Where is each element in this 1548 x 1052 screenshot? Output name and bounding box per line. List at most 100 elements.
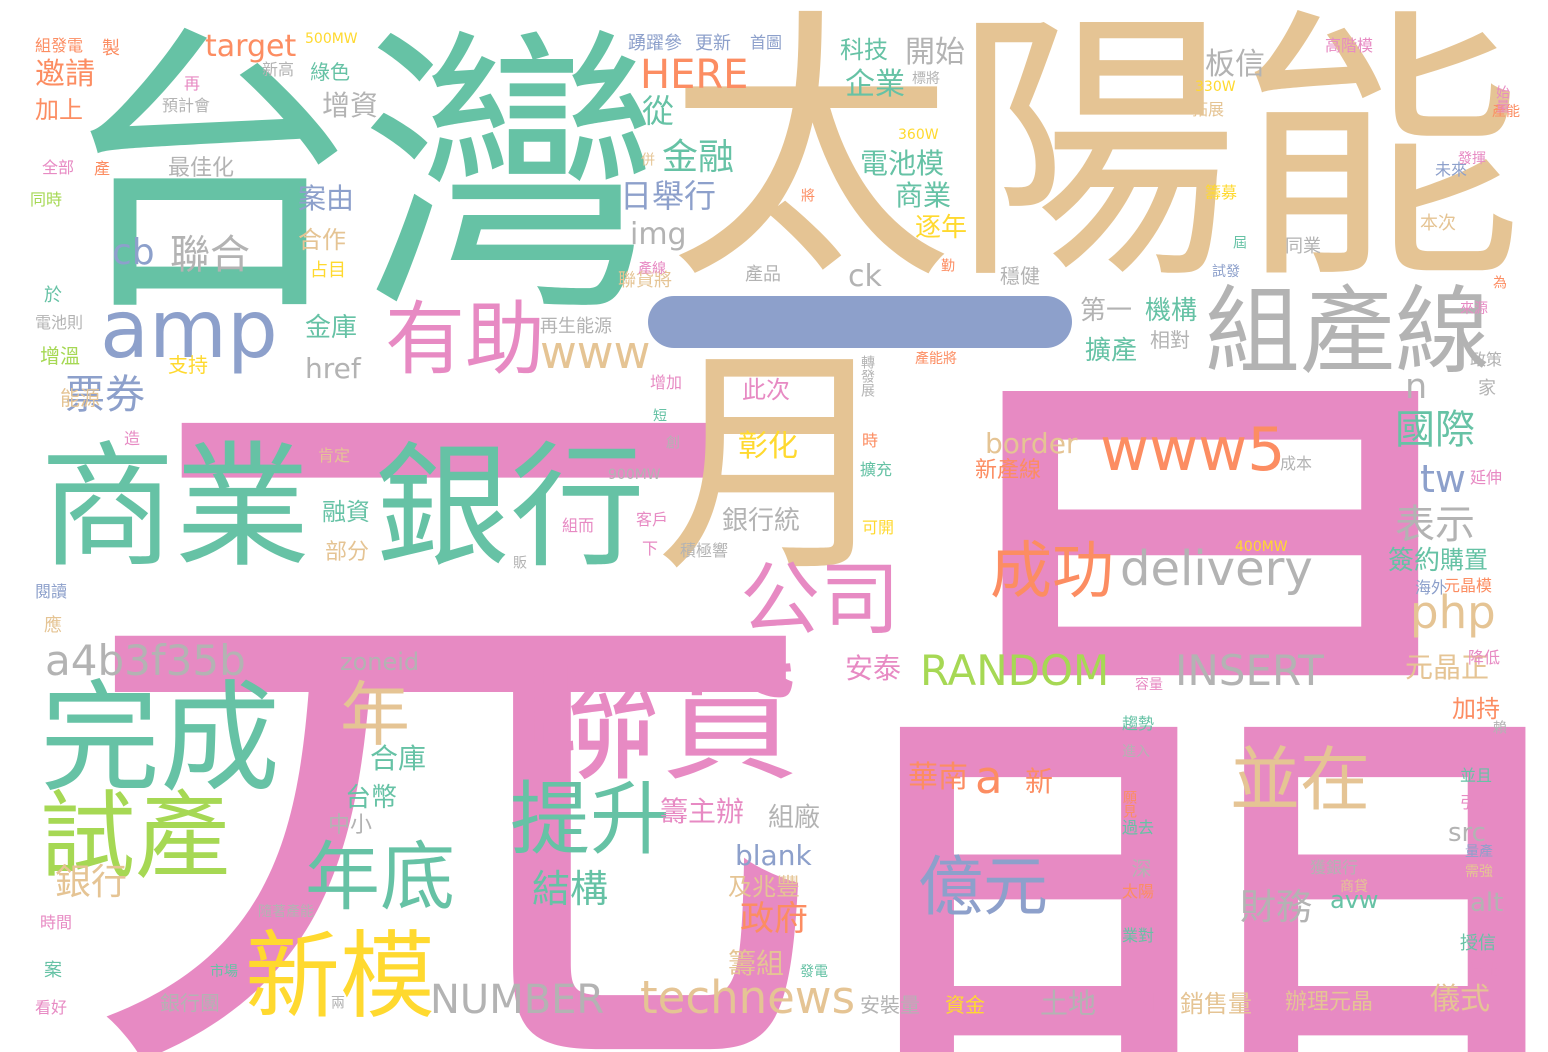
cloud-word-29: HERE — [640, 52, 749, 98]
cloud-word-138: 海外 — [1415, 578, 1448, 597]
cloud-word-134: 擴充 — [860, 460, 893, 479]
cloud-word-160: 未來 — [1435, 160, 1468, 179]
cloud-word-11: 公司 — [740, 553, 900, 646]
cloud-vword-13: 創 — [664, 435, 680, 449]
cloud-word-139: 降低 — [1468, 648, 1501, 667]
cloud-word-154: 閱讀 — [35, 582, 68, 601]
cloud-word-140: 容量 — [1135, 677, 1163, 693]
cloud-word-14: 提升 — [510, 773, 670, 866]
cloud-word-55: 銀行 — [55, 862, 128, 903]
cloud-vword-20: 願見 — [1121, 790, 1137, 818]
cloud-word-76: 購置 — [1440, 546, 1488, 574]
cloud-word-153: 需強 — [1465, 864, 1493, 880]
cloud-vword-3: 案 — [41, 960, 62, 978]
cloud-word-127: 同時 — [30, 190, 63, 209]
cloud-word-144: 太陽 — [1122, 882, 1155, 901]
cloud-word-129: 肯定 — [318, 446, 351, 465]
cloud-word-39: 國際 — [1395, 407, 1475, 453]
cloud-word-137: 延伸 — [1470, 468, 1503, 487]
cloud-word-41: 表示 — [1395, 502, 1475, 548]
cloud-vword-0: 於 — [41, 285, 62, 303]
cloud-word-56: 籌主辦 — [660, 795, 745, 828]
cloud-vword-11: 屆 — [1231, 235, 1247, 249]
cloud-word-57: 組廠 — [768, 803, 821, 833]
cloud-word-159: 發電 — [800, 964, 828, 980]
cloud-word-125: 預計會 — [162, 96, 211, 115]
cloud-word-70: 內 — [1125, 982, 1158, 1020]
cloud-word-78: 元晶正 — [1405, 651, 1490, 684]
cloud-word-73: 安裝量 — [860, 993, 920, 1017]
cloud-word-164: 來源 — [1460, 301, 1488, 317]
cloud-word-80: 擴產 — [1085, 336, 1138, 366]
cloud-word-113: 拓展 — [1192, 100, 1225, 119]
cloud-word-42: a — [975, 751, 1003, 804]
cloud-word-54: 中小 — [328, 813, 373, 838]
cloud-word-48: 此次 — [742, 376, 790, 404]
cloud-word-98: 最佳化 — [168, 156, 235, 181]
cloud-word-143: 過去 — [1122, 818, 1155, 837]
cloud-word-126: 全部 — [42, 158, 75, 177]
cloud-word-62: 籌組 — [728, 947, 785, 980]
cloud-word-108: 聯貸將 — [618, 270, 672, 291]
cloud-word-136: 成本 — [1280, 454, 1313, 473]
cloud-word-151: 引進 — [1460, 793, 1493, 812]
cloud-word-23: RANDOM — [920, 646, 1110, 695]
cloud-word-3: 商業 — [40, 429, 310, 586]
cloud-word-34: 日舉行 — [620, 177, 717, 215]
cloud-word-13: 年 — [340, 674, 410, 756]
cloud-word-59: 及兆豐 — [728, 873, 800, 901]
cloud-word-102: 部分 — [325, 540, 370, 565]
cloud-word-40: tw — [1420, 457, 1466, 501]
cloud-word-16: 新模 — [245, 922, 436, 1032]
cloud-word-24: INSERT — [1175, 646, 1324, 695]
cloud-word-74: 銀行團 — [160, 991, 220, 1015]
cloud-word-90: 逐年 — [915, 213, 968, 243]
cloud-word-121: 首圖 — [750, 33, 783, 52]
cloud-word-142: 進入 — [1122, 744, 1150, 760]
cloud-word-65: src — [1448, 818, 1486, 848]
cloud-word-9: 完成 — [40, 670, 280, 809]
cloud-word-135: 增加 — [650, 373, 683, 392]
cloud-word-35: 從 — [642, 92, 675, 130]
cloud-word-85: 開始 — [905, 35, 965, 70]
cloud-word-87: 科技 — [840, 36, 888, 64]
cloud-word-97: 加上 — [35, 96, 83, 124]
cloud-word-152: 量產 — [1465, 844, 1493, 860]
cloud-word-118: 400MW — [1235, 539, 1288, 555]
cloud-word-105: 增溫 — [40, 344, 80, 368]
cloud-word-63: 財務 — [1240, 887, 1313, 928]
cloud-word-27: www — [540, 326, 651, 379]
cloud-vword-22: 始量 — [1494, 85, 1510, 113]
cloud-word-157: 隨著產能 — [258, 904, 314, 920]
cloud-word-120: 更新 — [695, 33, 731, 54]
cloud-word-67: 儀式 — [1430, 982, 1490, 1017]
cloud-word-123: 組發電 — [35, 36, 84, 55]
cloud-vword-16: 下 — [639, 540, 658, 556]
cloud-word-155: 時間 — [40, 913, 73, 932]
cloud-word-103: 支持 — [168, 353, 208, 377]
cloud-word-32: 票券 — [65, 372, 145, 418]
cloud-word-31: 聯合 — [170, 232, 250, 278]
cloud-word-19: delivery — [1120, 541, 1313, 597]
cloud-word-109: 產品 — [745, 264, 781, 285]
cloud-word-68: 辦理元晶 — [1285, 990, 1374, 1015]
cloud-vword-21: 賴 — [1491, 720, 1507, 734]
cloud-word-141: 趨勢 — [1122, 714, 1155, 733]
cloud-word-170: 標將 — [912, 71, 940, 87]
cloud-word-161: 發揮 — [1458, 151, 1486, 167]
cloud-word-99: 金庫 — [305, 313, 358, 343]
dash-mark — [648, 296, 1072, 348]
cloud-word-36: img — [630, 217, 687, 252]
cloud-word-5: 月 — [656, 325, 897, 605]
cloud-vword-1: 造 — [121, 430, 140, 446]
cloud-word-148: 授信 — [1460, 933, 1496, 954]
cloud-word-169: 產能 — [1492, 104, 1520, 120]
cloud-word-101: 融資 — [322, 498, 370, 526]
cloud-word-75: 簽約 — [1388, 546, 1441, 576]
cloud-word-20: 億元 — [918, 850, 1049, 925]
cloud-word-131: 客戶 — [636, 510, 669, 529]
cloud-vword-18: 深 — [1128, 858, 1152, 878]
cloud-word-132: 積極響 — [680, 541, 729, 560]
cloud-vword-8: 併 — [639, 152, 655, 166]
